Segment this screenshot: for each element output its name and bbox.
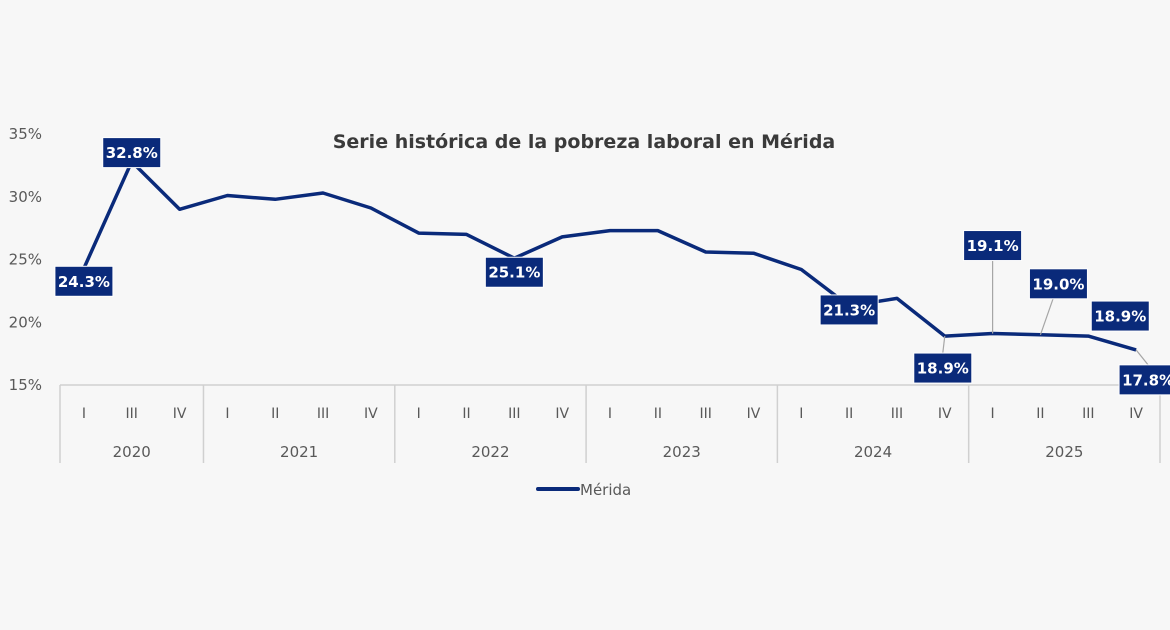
y-tick-label: 35% — [9, 125, 42, 143]
year-tick-label: 2022 — [471, 443, 509, 461]
quarter-tick-label: I — [82, 406, 86, 422]
quarter-tick-label: II — [271, 406, 279, 422]
data-label: 32.8% — [106, 144, 158, 162]
quarter-tick-label: II — [845, 406, 853, 422]
quarter-tick-label: I — [608, 406, 612, 422]
quarter-tick-label: III — [1082, 406, 1094, 422]
year-tick-label: 2025 — [1045, 443, 1083, 461]
data-label: 19.0% — [1032, 275, 1084, 293]
y-tick-label: 30% — [9, 188, 42, 206]
y-tick-label: 15% — [9, 376, 42, 394]
quarter-tick-label: III — [508, 406, 520, 422]
quarter-tick-label: I — [225, 406, 229, 422]
legend-label: Mérida — [580, 481, 631, 499]
quarter-tick-label: II — [462, 406, 470, 422]
year-tick-label: 2024 — [854, 443, 892, 461]
y-tick-label: 20% — [9, 313, 42, 331]
data-label: 21.3% — [823, 301, 875, 319]
y-axis: 15% 20% 25% 30% 35% — [9, 125, 42, 394]
data-label-box — [1090, 300, 1150, 332]
quarter-tick-label: III — [126, 406, 138, 422]
year-tick-label: 2020 — [113, 443, 151, 461]
quarter-tick-label: I — [991, 406, 995, 422]
quarter-tick-label: IV — [364, 406, 378, 422]
quarter-tick-label: I — [799, 406, 803, 422]
data-label-box — [54, 265, 114, 297]
quarter-tick-label: III — [317, 406, 329, 422]
data-label: 17.8% — [1122, 371, 1170, 389]
data-label: 19.1% — [967, 237, 1019, 255]
legend: Mérida — [536, 481, 631, 499]
quarter-tick-label: IV — [1129, 406, 1143, 422]
data-label: 24.3% — [58, 273, 110, 291]
quarter-tick-label: II — [1036, 406, 1044, 422]
y-tick-label: 25% — [9, 251, 42, 269]
label-leader-line — [1135, 349, 1149, 366]
data-label-box — [963, 230, 1023, 262]
label-leader-line — [1039, 298, 1054, 335]
quarter-tick-label: IV — [938, 406, 952, 422]
data-label: 18.9% — [917, 360, 969, 378]
data-label-box — [1028, 268, 1088, 300]
quarter-tick-label: II — [654, 406, 662, 422]
label-leader-line — [942, 335, 946, 354]
data-label: 18.9% — [1094, 308, 1146, 326]
data-label-box — [1118, 364, 1170, 396]
quarter-tick-label: IV — [747, 406, 761, 422]
data-label: 25.1% — [488, 264, 540, 282]
quarter-tick-label: III — [699, 406, 711, 422]
quarter-tick-label: IV — [555, 406, 569, 422]
year-tick-label: 2021 — [280, 443, 318, 461]
quarter-tick-label: III — [891, 406, 903, 422]
data-label-box — [913, 352, 973, 384]
data-label-box — [819, 294, 879, 326]
year-tick-label: 2023 — [663, 443, 701, 461]
chart-title: Serie histórica de la pobreza laboral en… — [333, 131, 836, 153]
data-labels: 24.3% 32.8% 25.1% 21.3% 18.9% 19.1% 19.0% 18.9%… — [54, 137, 1170, 396]
quarter-tick-label: IV — [173, 406, 187, 422]
data-label-box — [102, 137, 162, 169]
quarter-tick-label: I — [417, 406, 421, 422]
data-label-box — [484, 256, 544, 288]
